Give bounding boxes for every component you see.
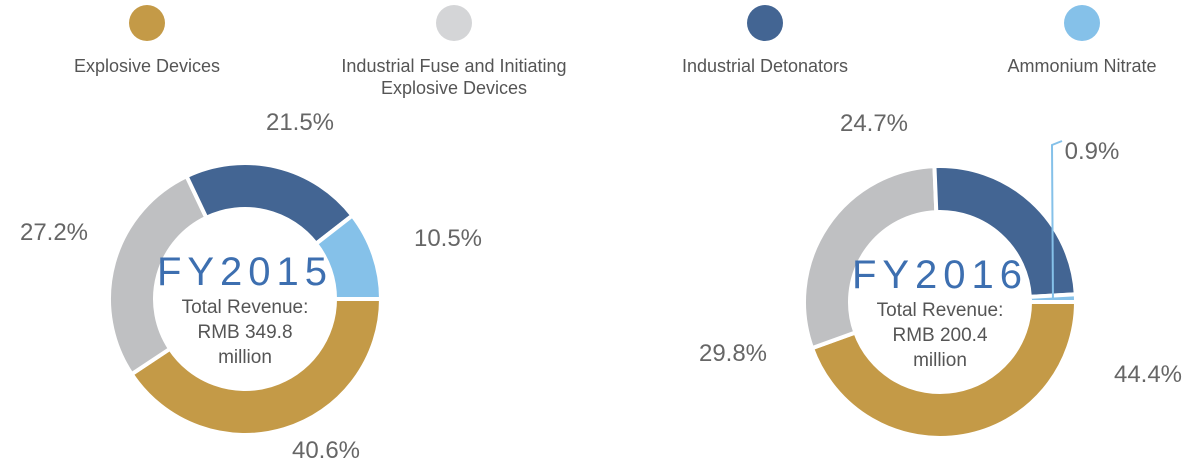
leader-line <box>1050 140 1063 299</box>
slice-label: 44.4% <box>1114 361 1182 388</box>
slice-label: 24.7% <box>840 110 908 137</box>
slice-label: 40.6% <box>292 437 360 464</box>
chart-title: FY2016 <box>852 253 1028 297</box>
donut-chart-fy2015: 40.6% 27.2% 21.5% 10.5% FY2015 Total Revenue:… <box>20 109 482 464</box>
slice-industrial-fuse-and-initiating-explosive-devices <box>802 164 939 351</box>
slice-label: 29.8% <box>699 340 767 367</box>
chart-title: FY2015 <box>157 250 333 294</box>
center-text-line: RMB 200.4 <box>892 325 987 346</box>
slice-label: 27.2% <box>20 219 88 246</box>
legend: Explosive Devices Industrial Fuse and In… <box>0 0 1196 110</box>
slice-label: 0.9% <box>1065 138 1120 165</box>
center-text-line: million <box>913 350 967 371</box>
slice-industrial-detonators <box>183 161 356 247</box>
legend-label: Explosive Devices <box>73 56 221 76</box>
legend-item-ammonium-nitrate: Ammonium Nitrate <box>942 0 1196 77</box>
center-text-line: million <box>218 347 272 368</box>
center-text-line: RMB 349.8 <box>197 322 292 343</box>
slice-explosive-devices <box>128 297 384 437</box>
slice-ammonium-nitrate <box>313 212 384 301</box>
legend-swatch <box>129 5 165 41</box>
legend-label: Ammonium Nitrate <box>1007 56 1157 76</box>
slice-explosive-devices <box>809 300 1079 440</box>
slice-label: 21.5% <box>266 109 334 136</box>
donut-chart-fy2016: 44.4% 29.8% 24.7% 0.9% FY2016 Total Revenue: R… <box>699 110 1182 440</box>
legend-swatch <box>747 5 783 41</box>
legend-item-industrial-detonators: Industrial Detonators <box>625 0 905 77</box>
legend-label: Industrial Detonators <box>681 56 849 76</box>
legend-item-industrial-fuse: Industrial Fuse and Initiating Explosive… <box>314 0 594 99</box>
slice-label: 10.5% <box>414 225 482 252</box>
legend-item-explosive-devices: Explosive Devices <box>7 0 287 77</box>
center-text-line: Total Revenue: <box>877 300 1004 321</box>
legend-label: Explosive Devices <box>380 78 528 98</box>
legend-swatch <box>1064 5 1100 41</box>
center-text-line: Total Revenue: <box>182 297 309 318</box>
legend-label: Industrial Fuse and Initiating <box>341 56 567 76</box>
legend-swatch <box>436 5 472 41</box>
